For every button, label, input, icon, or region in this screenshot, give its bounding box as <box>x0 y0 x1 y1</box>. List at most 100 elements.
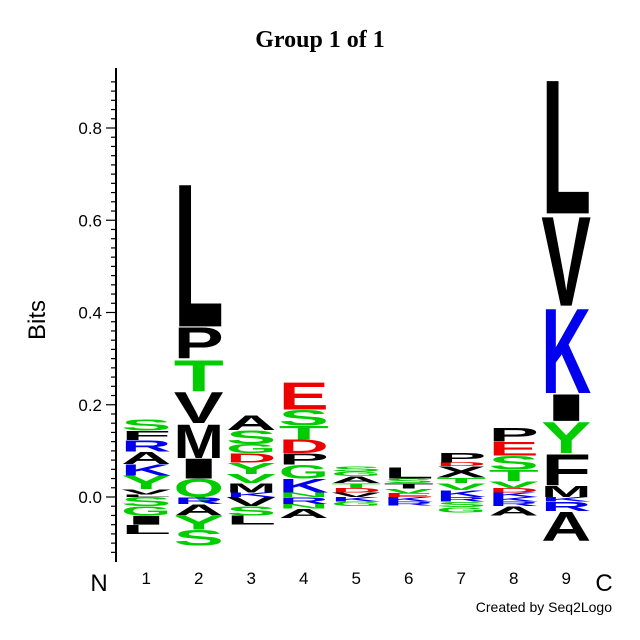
letter-2-neg-0-R-glyph: R <box>174 495 224 506</box>
letter-4-neg-2-A: A <box>279 506 329 520</box>
letter-8-pos-2-V: V <box>489 479 539 490</box>
letter-4-neg-0-R: R <box>279 495 329 506</box>
letter-5-pos-1-D-glyph: D <box>331 487 381 494</box>
letter-8-pos-0-K: K <box>489 491 540 498</box>
letter-3-pos-2-V: V <box>226 472 276 486</box>
letter-5-pos-0-V-glyph: V <box>331 491 381 498</box>
letter-5-pos-2-T-glyph: T <box>331 482 381 489</box>
letter-3-pos-4-D-glyph: D <box>226 451 276 465</box>
letter-6-pos-4-L: L <box>384 464 434 482</box>
letter-8-pos-1-D: D <box>489 487 539 494</box>
letter-9-neg-2-A-glyph: A <box>541 504 591 551</box>
letter-8-neg-0-K-glyph: K <box>489 496 540 503</box>
letter-5-pos-5-S: S <box>331 465 381 474</box>
letter-9-neg-1-R: R <box>541 499 591 513</box>
letter-3-pos-6-S-glyph: S <box>226 426 276 448</box>
letter-6-neg-1-R: R <box>384 501 434 507</box>
letter-1-neg-0-S: S <box>121 495 171 509</box>
letter-8-neg-2-A-glyph: A <box>489 504 539 518</box>
letter-7-pos-3-X-glyph: X <box>436 463 486 481</box>
letter-7-pos-1-V-glyph: V <box>436 482 486 493</box>
letter-5-pos-1-D: D <box>331 487 381 494</box>
letter-9-pos-5-V: V <box>541 191 591 334</box>
letter-5-neg-0-K-glyph: K <box>331 496 382 503</box>
letter-2-pos-6-L-glyph: L <box>174 142 224 371</box>
x-tick-label-3: 3 <box>247 569 256 588</box>
letter-8-pos-6-P-glyph: P <box>489 424 539 446</box>
letter-1-pos-4-A: A <box>121 448 171 468</box>
letter-5-pos-5-S-glyph: S <box>331 465 381 474</box>
letter-9-pos-5-V-glyph: V <box>541 191 591 334</box>
letter-4-pos-6-S-glyph: S <box>279 405 329 430</box>
credit-text: Created by Seq2Logo <box>476 599 612 615</box>
letter-8-neg-1-R-glyph: R <box>489 500 539 507</box>
letter-4-pos-7-E-glyph: E <box>279 375 329 418</box>
letter-7-neg-2-G-glyph: G <box>436 506 486 515</box>
letter-7-pos-3-X: X <box>436 463 486 481</box>
letter-1-pos-2-Y: Y <box>121 472 171 494</box>
letter-1-pos-1-V-glyph: V <box>121 488 172 497</box>
letter-3-neg-2-L: L <box>226 513 276 527</box>
x-tick-label-6: 6 <box>404 569 413 588</box>
letter-6-neg-1-R-glyph: R <box>384 501 434 507</box>
letter-3-neg-0-V: V <box>226 495 276 509</box>
letter-3-pos-2-V-glyph: V <box>226 472 276 486</box>
letter-4-pos-3-P-glyph: P <box>279 451 329 469</box>
letter-6-pos-1-V-glyph: V <box>384 488 434 495</box>
letter-5-pos-3-A: A <box>331 475 381 486</box>
letter-7-neg-1-S: S <box>436 500 486 509</box>
letter-7-pos-2-T: T <box>436 476 486 485</box>
letter-3-pos-1-M: M <box>226 481 276 495</box>
letter-1-neg-0-S-glyph: S <box>121 495 171 509</box>
letter-6-neg-0-K-glyph: K <box>384 496 435 503</box>
letter-9-pos-4-K-glyph: K <box>541 283 591 419</box>
letter-9-pos-6-L: L <box>541 40 591 255</box>
letter-5-pos-2-T: T <box>331 482 381 489</box>
letter-8-pos-5-E-glyph: E <box>489 438 539 460</box>
letter-7-pos-0-K-glyph: K <box>436 488 486 499</box>
letter-3-pos-7-A: A <box>226 411 276 435</box>
letter-6-pos-2-T: T <box>384 482 434 491</box>
letter-7-neg-0-R: R <box>436 496 486 503</box>
x-tick-label-8: 8 <box>509 569 518 588</box>
letter-3-neg-2-L-glyph: L <box>226 513 276 527</box>
letter-7-pos-4-D-glyph: D <box>436 462 486 468</box>
letter-9-neg-2-A: A <box>541 504 591 551</box>
letter-1-neg-1-G: G <box>121 504 171 518</box>
letter-3-pos-4-D: D <box>226 451 276 465</box>
letter-2-neg-1-A-glyph: A <box>174 501 224 519</box>
letter-2-pos-3-V-glyph: V <box>174 383 224 433</box>
letter-4-pos-2-G-glyph: G <box>279 462 329 483</box>
letter-4-pos-4-D: D <box>279 436 329 458</box>
x-tick-label-9: 9 <box>562 569 571 588</box>
letter-7-neg-1-S-glyph: S <box>436 500 486 509</box>
letter-2-pos-6-L: L <box>174 142 224 371</box>
letter-2-pos-5-P-glyph: P <box>174 319 224 369</box>
x-tick-label-5: 5 <box>352 569 361 588</box>
letter-7-pos-2-T-glyph: T <box>436 476 486 485</box>
letter-2-pos-2-M: M <box>174 414 224 468</box>
letter-8-pos-3-T: T <box>489 467 539 485</box>
letter-2-pos-4-T: T <box>174 350 224 400</box>
letter-9-pos-3-I-glyph: I <box>541 386 591 429</box>
letter-3-pos-3-Y-glyph: Y <box>226 460 276 478</box>
letter-3-neg-1-S: S <box>226 504 276 518</box>
letter-6-pos-0-E: E <box>384 492 434 498</box>
letter-9-neg-1-R-glyph: R <box>541 499 591 513</box>
letter-8-pos-3-T-glyph: T <box>489 467 539 485</box>
letter-1-pos-2-Y-glyph: Y <box>121 472 171 494</box>
chart-title: Group 1 of 1 <box>255 27 385 53</box>
letter-2-pos-3-V: V <box>174 383 224 433</box>
letter-3-pos-6-S: S <box>226 426 276 448</box>
letter-2-pos-1-I-glyph: I <box>174 453 224 485</box>
letter-9-pos-2-Y: Y <box>541 413 591 463</box>
letter-1-neg-1-G-glyph: G <box>121 504 171 518</box>
letter-4-pos-1-K: K <box>279 475 329 497</box>
x-axis-tick-labels: 1 2 3 4 5 6 7 8 9 <box>142 569 571 588</box>
letter-3-pos-7-A-glyph: A <box>226 411 276 435</box>
